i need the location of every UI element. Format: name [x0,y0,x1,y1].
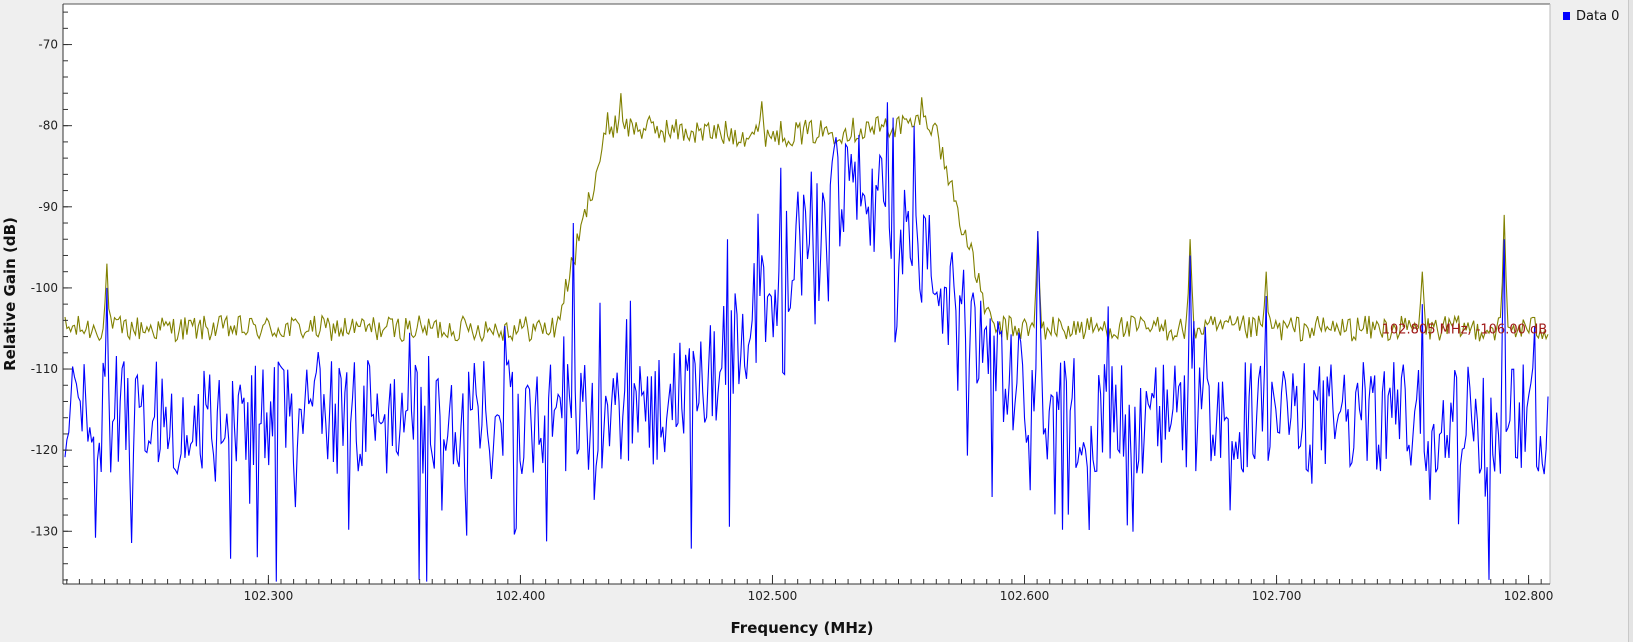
x-tick-label: 102.500 [748,589,798,603]
y-axis-title: Relative Gain (dB) [1,217,19,371]
y-tick-label: -90 [38,200,58,214]
x-tick-label: 102.800 [1504,589,1554,603]
y-tick-label: -70 [38,38,58,52]
legend-swatch-data-0 [1563,12,1570,20]
legend-label-data-0: Data 0 [1576,9,1619,24]
side-panel-edge [1628,0,1633,642]
y-tick-label: -100 [31,281,58,295]
x-tick-label: 102.300 [244,589,294,603]
x-axis-title: Frequency (MHz) [731,619,874,637]
marker-readout: 102.805 MHz, -106.00 dB [1382,323,1547,338]
y-axis: -70 -80 -90 -100 -110 -120 -130 [31,11,72,581]
x-tick-label: 102.700 [1252,589,1302,603]
trace-max-hold [64,93,1549,343]
plot-canvas[interactable] [63,4,1550,584]
legend: Data 0 [1563,9,1619,24]
y-tick-label: -110 [31,362,58,376]
x-tick-label: 102.400 [496,589,546,603]
y-tick-label: -130 [31,524,58,538]
y-tick-label: -80 [38,119,58,133]
trace-layer [64,93,1549,582]
y-tick-label: -120 [31,443,58,457]
trace-data-0 [64,102,1549,582]
x-tick-label: 102.600 [1000,589,1050,603]
x-axis: 102.300 102.400 102.500 102.600 102.700 102.8… [66,575,1554,603]
